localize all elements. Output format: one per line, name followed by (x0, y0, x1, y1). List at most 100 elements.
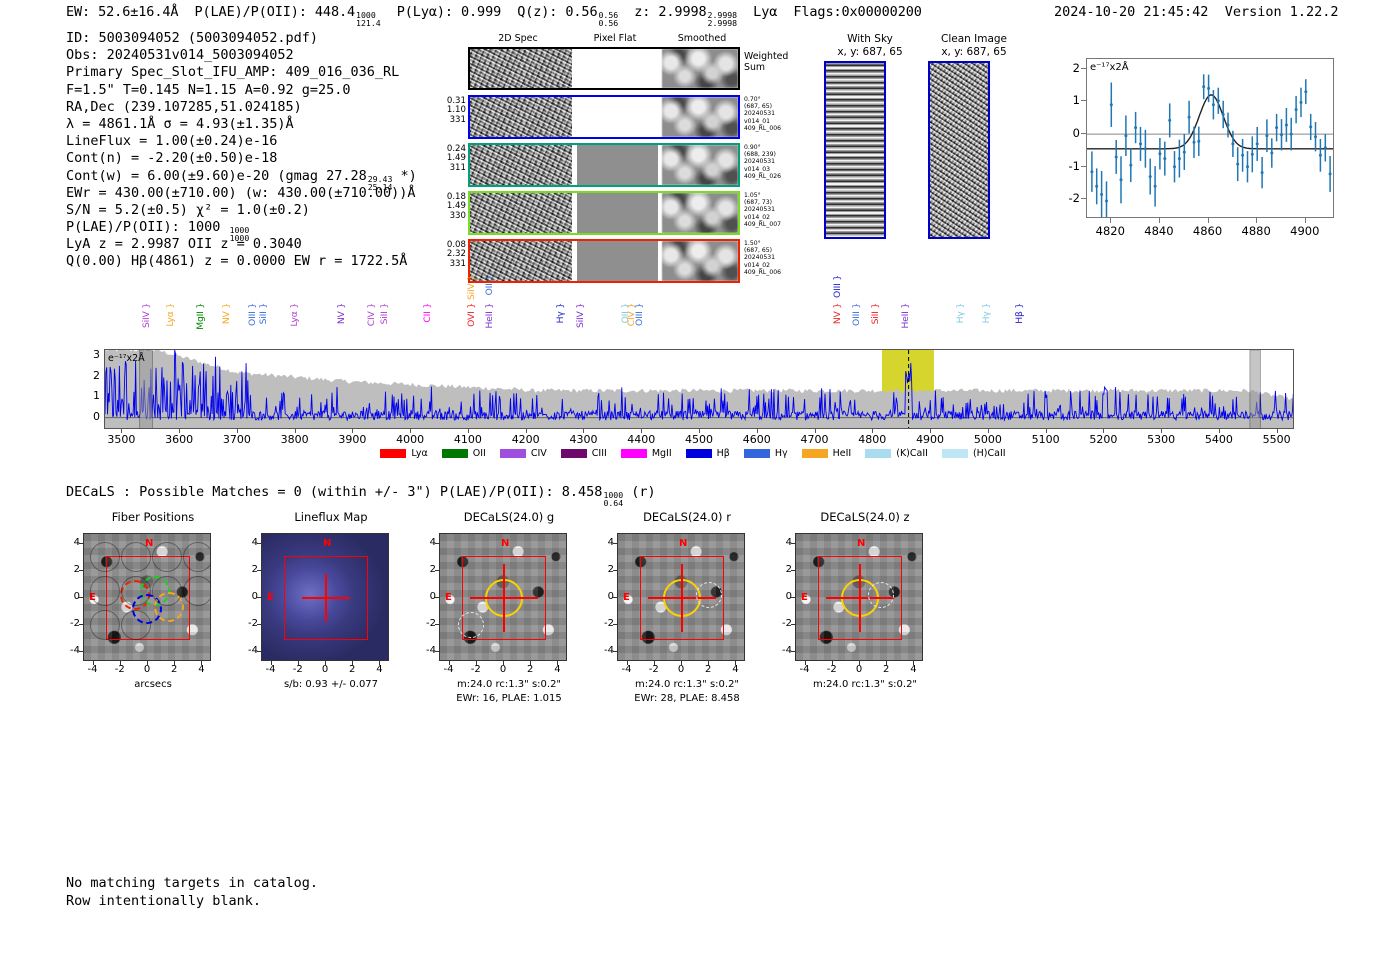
source-info-block: ID: 5003094052 (5003094052.pdf) Obs: 202… (66, 30, 417, 271)
fiber-strip-4[interactable] (468, 239, 740, 283)
spectrum-xtickmark (467, 429, 469, 433)
line-fit-ytick: 2 (1072, 60, 1080, 75)
panel-xtickmark (653, 661, 655, 665)
spectrum-xtick: 4500 (685, 433, 713, 446)
panel-title-decals-z: DECaLS(24.0) z (820, 510, 910, 524)
fiber-strip-1[interactable] (468, 95, 740, 139)
crosshair-vertical (681, 564, 683, 632)
fiber-4-left-stats: 0.08 2.32 331 (446, 240, 466, 269)
line-fit-xtick: 4880 (1241, 224, 1271, 238)
panel-ytickmark (257, 542, 261, 544)
info-plae: P(LAE)/P(OII): 1000 1000 1000 (66, 219, 250, 244)
panel-ytick: 0 (251, 591, 258, 602)
line-marker-OIII-22: OIII } (850, 303, 862, 326)
info-cont-n: Cont(n) = -2.20(±0.50)e-18 (66, 150, 278, 167)
line-marker-CII-10: CII } (421, 303, 433, 323)
panel-ytickmark (79, 597, 83, 598)
panel-xtickmark (681, 661, 682, 665)
line-fit-xtickmark (1158, 218, 1160, 223)
panel-xtickmark (325, 661, 326, 665)
spectrum-xtickmark (1161, 429, 1163, 433)
panel-xtick: -2 (648, 664, 659, 675)
catalog-source-circle (696, 582, 722, 608)
spectrum-sci-label: e⁻¹⁷x2Å (108, 353, 145, 364)
line-marker-H-25: Hγ } (955, 303, 967, 324)
background-fiber-circle (121, 576, 151, 606)
plae-label: P(LAE)/P(OII): (194, 4, 307, 20)
with-sky-image[interactable] (824, 61, 886, 239)
spectrum-xtick: 4000 (396, 433, 425, 446)
qz-range: 0.56 0.56 (598, 10, 619, 29)
plae-range: 1000 121.4 (356, 10, 381, 29)
panel-xtick: 4 (732, 664, 739, 675)
panel-xtickmark (119, 661, 121, 665)
panel-ytickmark (435, 597, 439, 598)
fiber-strip-2[interactable] (468, 143, 740, 187)
panel-xtick: 4 (910, 664, 917, 675)
spectrum-xtick: 4300 (569, 433, 598, 446)
panel-ytickmark (79, 624, 83, 626)
panel-xtickmark (804, 661, 806, 665)
panel-xtick: 0 (143, 664, 151, 675)
line-fit-ytickmark (1081, 100, 1086, 102)
spectrum-xtick: 5500 (1262, 433, 1291, 446)
panel-ytick: -2 (70, 618, 80, 630)
spectrum-xtickmark (294, 429, 296, 433)
line-fit-ytick: -1 (1068, 158, 1080, 173)
cutout-clean-title: Clean Image x, y: 687, 65 (940, 33, 1008, 58)
spectrum-xtickmark (930, 429, 932, 433)
panel-ytick: -2 (426, 618, 436, 630)
line-fit-svg (1087, 74, 1333, 217)
panel-ytickmark (257, 569, 261, 571)
line-marker-SiIV-16: SiIV } (575, 303, 586, 328)
panel-ytick: -4 (782, 645, 792, 657)
spectrum-xtickmark (525, 429, 527, 433)
clean-image[interactable] (928, 61, 990, 239)
info-obs: Obs: 20240531v014_5003094052 (66, 47, 294, 64)
legend-item-HCaII: (H)CaII (941, 448, 1006, 459)
decals-panel-decals-z: DECaLS(24.0) z N E -4 -4 -2 -2 0 0 2 2 4 4 m:24.0 rc:… (780, 510, 950, 725)
panel-ytickmark (791, 542, 795, 544)
spectrum-xtickmark (410, 429, 412, 433)
panel-xtick: 0 (855, 664, 863, 675)
panel-ytickmark (613, 597, 617, 598)
legend-label: Hγ (774, 448, 788, 459)
north-label: N (679, 538, 688, 549)
panel-title-lineflux-map: Lineflux Map (294, 510, 368, 524)
line-fit-ytickmark (1081, 133, 1086, 135)
panel-xtick: -4 (87, 664, 98, 675)
bottom-line-2: Row intentionally blank. (66, 892, 262, 909)
line-marker-SiIV-0: SiIV } (141, 303, 153, 328)
spectrum-xtickmark (641, 429, 643, 433)
crosshair-vertical (325, 574, 327, 622)
background-fiber-circle (152, 576, 182, 606)
panel-ytickmark (435, 569, 439, 571)
panel-xtickmark (557, 661, 559, 665)
panel-xtickmark (913, 661, 915, 665)
legend-swatch (441, 449, 468, 458)
legend-swatch (499, 449, 526, 458)
spectrum-xtick: 5100 (1031, 433, 1060, 446)
fiber-3-left-stats: 0.18 1.49 330 (446, 192, 466, 221)
north-label: N (323, 538, 332, 549)
info-radec: RA,Dec (239.107285,51.024185) (66, 98, 302, 115)
panel-ytickmark (435, 651, 439, 653)
line-marker-NV-7: NV } (336, 303, 348, 325)
fiber-strip-3[interactable] (468, 191, 740, 235)
panel-caption-2: EWr: 16, PLAE: 1.015 (456, 693, 562, 704)
panel-ytickmark (79, 569, 83, 571)
panel-caption-1: m:24.0 rc:1.3" s:0.2" (634, 679, 740, 690)
line-marker-OIII-21: OIII } (832, 275, 844, 298)
panel-xtickmark (270, 661, 272, 665)
panel-xtickmark (201, 661, 203, 665)
panel-xtick: 2 (883, 664, 890, 675)
background-fiber-circle (121, 610, 151, 640)
panel-ytick: 4 (429, 536, 436, 548)
north-label: N (501, 538, 510, 549)
line-marker-Ly-6: Lyα } (289, 303, 301, 327)
